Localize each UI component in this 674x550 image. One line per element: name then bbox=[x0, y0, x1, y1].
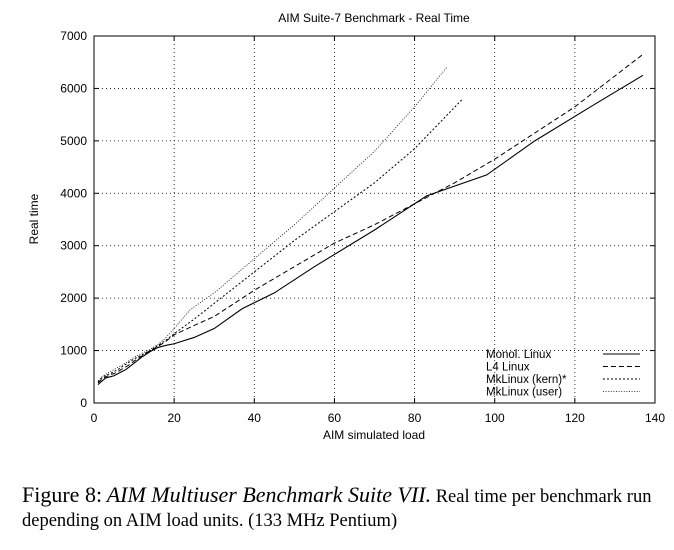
y-tick-label: 6000 bbox=[60, 81, 87, 95]
x-tick-label: 60 bbox=[328, 411, 342, 425]
y-tick-label: 3000 bbox=[60, 239, 87, 253]
series-line-mklinux-kern bbox=[97, 98, 464, 383]
y-tick-label: 4000 bbox=[60, 186, 87, 200]
series-line-mklinux-user bbox=[97, 67, 447, 382]
figure-caption: Figure 8: AIM Multiuser Benchmark Suite … bbox=[22, 483, 662, 533]
series-line-monol-linux bbox=[97, 74, 644, 386]
x-tick-label: 20 bbox=[167, 411, 181, 425]
x-tick-label: 100 bbox=[485, 411, 505, 425]
legend-label: L4 Linux bbox=[486, 362, 530, 374]
caption-text: Real time per benchmark run depending on… bbox=[22, 487, 652, 531]
series-lines bbox=[97, 53, 644, 386]
axis-ticks: 0 20 40 60 80 100 120 140 0 1000 2000 3000 4000 5000 6… bbox=[60, 29, 665, 425]
x-tick-label: 0 bbox=[91, 411, 98, 425]
chart-title: AIM Suite-7 Benchmark - Real Time bbox=[278, 11, 470, 25]
legend-label: MkLinux (user) bbox=[486, 387, 562, 399]
y-tick-label: 0 bbox=[80, 396, 87, 410]
series-line-l4-linux bbox=[97, 53, 644, 384]
caption-label: Figure 8: bbox=[22, 482, 103, 507]
caption-title: AIM Multiuser Benchmark Suite VII. bbox=[106, 482, 432, 507]
legend-label: MkLinux (kern)* bbox=[486, 374, 567, 386]
plot-frame bbox=[93, 35, 656, 404]
x-tick-label: 80 bbox=[408, 411, 422, 425]
y-tick-label: 1000 bbox=[60, 344, 87, 358]
y-axis-label: Real time bbox=[27, 193, 41, 244]
y-tick-label: 5000 bbox=[60, 134, 87, 148]
x-tick-label: 120 bbox=[565, 411, 585, 425]
x-axis-label: AIM simulated load bbox=[323, 428, 425, 442]
y-tick-label: 7000 bbox=[60, 29, 87, 43]
grid bbox=[94, 36, 655, 403]
benchmark-chart: AIM Suite-7 Benchmark - Real Time 0 20 40 6… bbox=[27, 11, 665, 442]
x-tick-label: 40 bbox=[248, 411, 262, 425]
y-tick-label: 2000 bbox=[60, 291, 87, 305]
x-tick-label: 140 bbox=[645, 411, 665, 425]
legend-label: Monol. Linux bbox=[486, 349, 551, 361]
